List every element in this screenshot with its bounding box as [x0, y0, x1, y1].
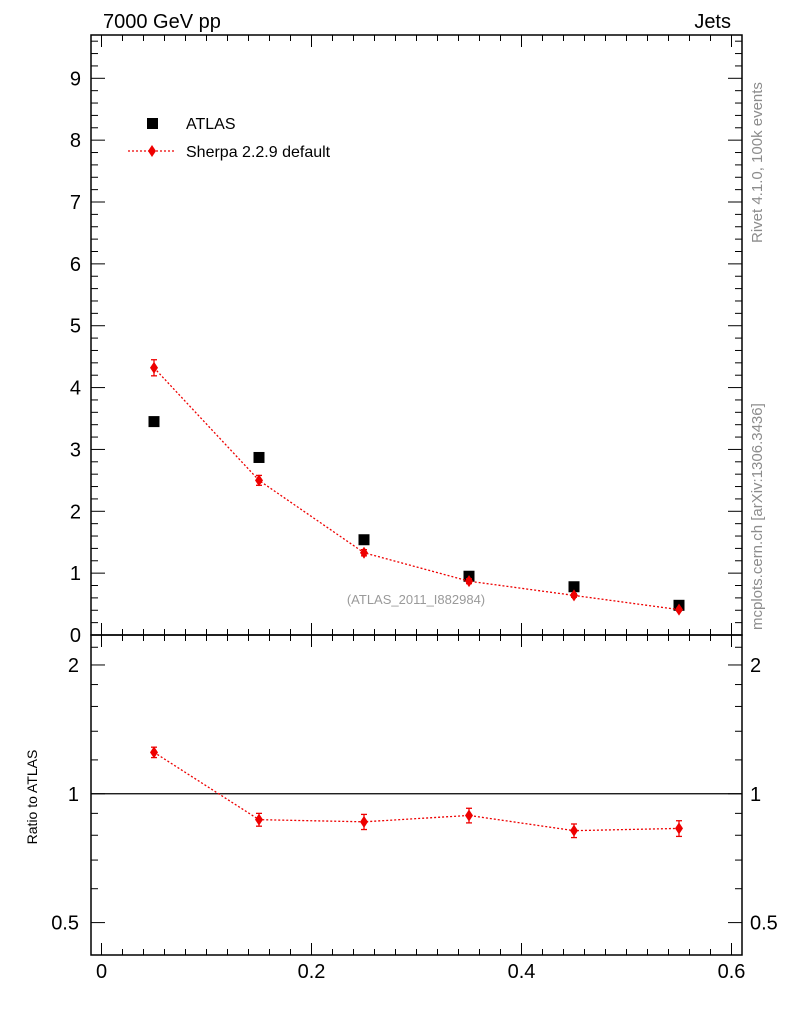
ratio-y-tick-label: 2 — [68, 655, 79, 677]
main-y-tick-label: 0 — [70, 625, 81, 647]
legend: ATLAS Sherpa 2.2.9 default — [128, 116, 331, 161]
ratio-y-tick-label-right: 2 — [750, 655, 761, 677]
main-y-tick-label: 7 — [70, 192, 81, 214]
sherpa-ratio-data-point — [150, 746, 158, 759]
sherpa-ratio-data-point — [360, 815, 368, 828]
header-right: Jets — [694, 11, 731, 33]
sherpa-data-point — [360, 546, 368, 559]
main-y-tick-label: 8 — [70, 130, 81, 152]
main-axis-ticks: 0 1 2 3 4 5 6 7 8 9 — [70, 35, 742, 647]
sherpa-ratio-data-point — [465, 809, 473, 822]
sherpa-line — [153, 367, 680, 611]
ratio-axis-ticks: 0 0.2 0.4 0.6 0.5 0.5 1 1 2 2 — [51, 635, 778, 983]
main-y-tick-label: 4 — [70, 378, 81, 400]
sherpa-ratio-data-point — [570, 824, 578, 837]
main-y-tick-label: 1 — [70, 563, 81, 585]
legend-atlas-marker — [147, 118, 158, 129]
ratio-y-tick-label: 0.5 — [51, 913, 79, 935]
main-y-tick-label: 9 — [70, 68, 81, 90]
sherpa-ratio-data-point — [255, 813, 263, 826]
main-data-marks — [148, 359, 685, 616]
atlas-data-point — [148, 416, 160, 428]
side-label-bottom: mcplots.cern.ch [arXiv:1306.3436] — [749, 403, 766, 630]
x-tick-label: 0.4 — [508, 961, 536, 983]
sherpa-data-point — [465, 575, 473, 588]
legend-sherpa-marker — [148, 145, 156, 157]
main-y-tick-label: 6 — [70, 254, 81, 276]
sherpa-ratio-line — [153, 751, 680, 832]
ratio-y-tick-label-right: 0.5 — [750, 913, 778, 935]
header-left: 7000 GeV pp — [103, 11, 221, 33]
main-y-tick-label: 2 — [70, 501, 81, 523]
main-y-tick-label: 3 — [70, 439, 81, 461]
ratio-panel-frame — [90, 634, 743, 956]
atlas-data-point — [253, 451, 265, 463]
sherpa-data-point — [570, 589, 578, 602]
legend-sherpa-label: Sherpa 2.2.9 default — [186, 144, 331, 161]
sherpa-data-point — [255, 474, 263, 487]
x-tick-label: 0.6 — [718, 961, 746, 983]
ratio-data-marks — [150, 746, 683, 839]
ratio-y-tick-label-right: 1 — [750, 784, 761, 806]
atlas-data-point — [568, 581, 580, 593]
side-label-top: Rivet 4.1.0, 100k events — [749, 82, 766, 243]
x-tick-label: 0 — [96, 961, 107, 983]
sherpa-data-point — [150, 361, 158, 374]
legend-atlas-label: ATLAS — [186, 116, 236, 133]
ratio-y-tick-label: 1 — [68, 784, 79, 806]
ratio-ylabel: Ratio to ATLAS — [24, 750, 40, 845]
x-tick-label: 0.2 — [298, 961, 326, 983]
sherpa-ratio-data-point — [675, 822, 683, 835]
analysis-watermark: (ATLAS_2011_I882984) — [347, 592, 485, 607]
atlas-data-point — [358, 534, 370, 546]
main-y-tick-label: 5 — [70, 316, 81, 338]
sherpa-data-point — [675, 603, 683, 616]
